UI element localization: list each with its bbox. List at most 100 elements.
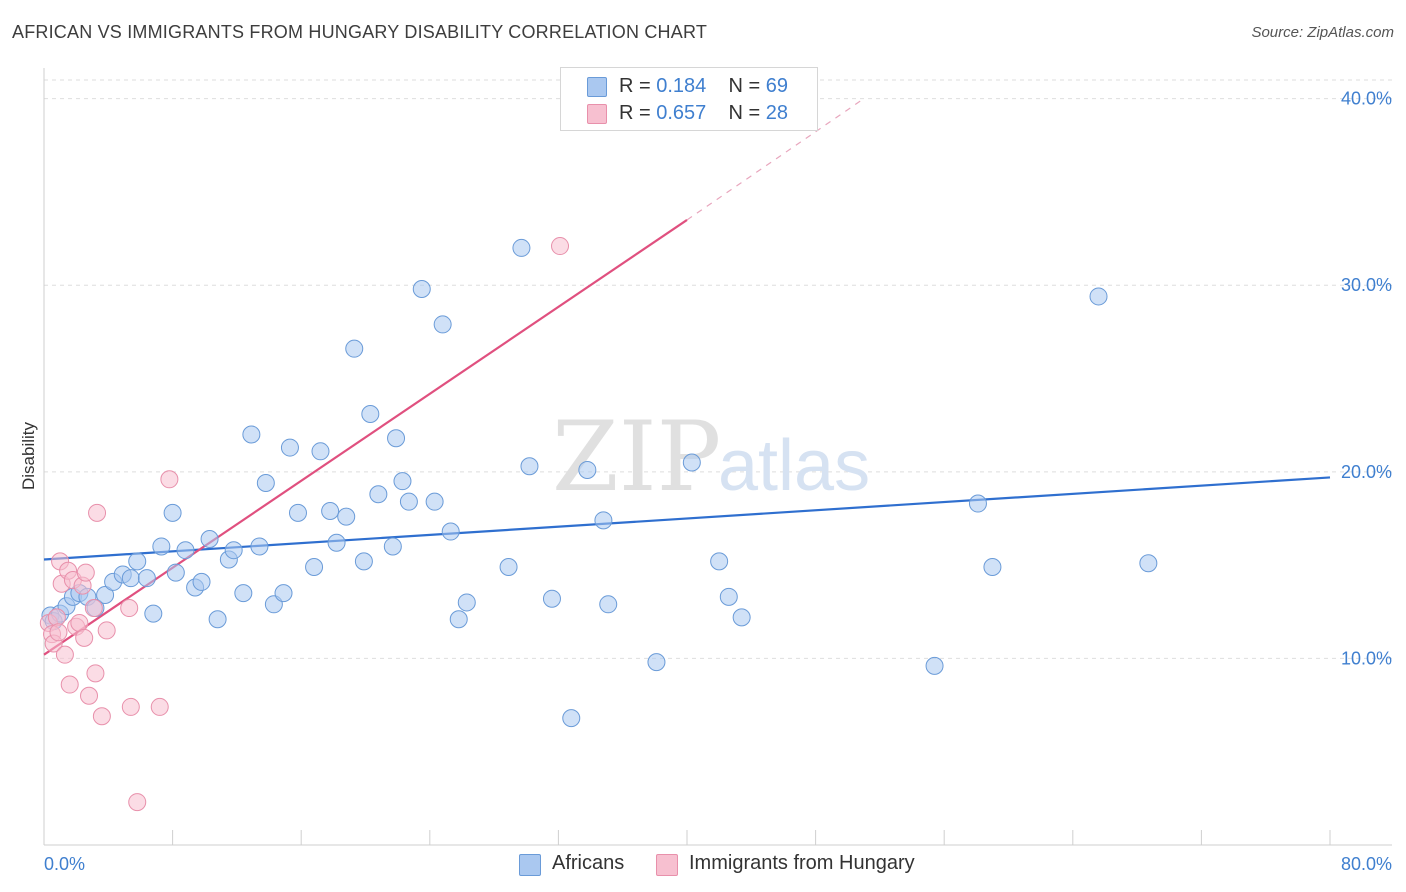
hungary-point <box>60 675 79 694</box>
africans-point <box>1089 287 1108 306</box>
africans-point <box>224 541 243 560</box>
legend-n-label: N = <box>728 75 761 97</box>
legend-r-value: 0.184 <box>656 75 707 97</box>
africans-point <box>166 563 185 582</box>
legend-swatch-africans <box>587 77 607 97</box>
correlation-legend: R = 0.184 N = 69 R = 0.657 N = 28 <box>560 67 818 131</box>
africans-point <box>647 653 666 672</box>
africans-point <box>512 238 531 257</box>
africans-point <box>280 438 299 457</box>
bottom-legend-swatch-hungary <box>656 854 678 876</box>
africans-point <box>520 457 539 476</box>
africans-point <box>710 552 729 571</box>
y-tick-label: 20.0% <box>1341 462 1392 482</box>
africans-point <box>578 460 597 479</box>
hungary-point <box>97 621 116 640</box>
hungary-point <box>128 793 147 812</box>
africans-point <box>387 429 406 448</box>
africans-point <box>288 503 307 522</box>
hungary-point <box>49 623 68 642</box>
hungary-point <box>120 599 139 618</box>
africans-point <box>305 557 324 576</box>
africans-point <box>208 610 227 629</box>
x-tick-label: 80.0% <box>1341 854 1392 874</box>
africans-point <box>682 453 701 472</box>
africans-point <box>121 569 140 588</box>
legend-r-label: R = <box>619 102 651 124</box>
legend-swatch-hungary <box>587 104 607 124</box>
chart-title: AFRICAN VS IMMIGRANTS FROM HUNGARY DISAB… <box>12 22 708 42</box>
bottom-legend-swatch-africans <box>519 854 541 876</box>
africans-point <box>425 492 444 511</box>
tick-labels: 10.0% 20.0% 30.0% 40.0% 0.0% 80.0% <box>44 89 1392 874</box>
africans-point <box>457 593 476 612</box>
x-tick-label: 0.0% <box>44 854 85 874</box>
hungary-point <box>70 613 89 632</box>
hungary-point <box>86 664 105 683</box>
africans-point <box>327 533 346 552</box>
hungary-point <box>55 645 74 664</box>
bottom-legend-label-africans: Africans <box>552 852 625 874</box>
africans-point <box>250 537 269 556</box>
africans-point <box>163 503 182 522</box>
africans-point <box>1139 554 1158 573</box>
africans-point <box>499 557 518 576</box>
africans-point <box>433 315 452 334</box>
hungary-point <box>92 707 111 726</box>
africans-point <box>137 569 156 588</box>
legend-n-value: 28 <box>765 102 789 124</box>
africans-point <box>176 541 195 560</box>
africans-point <box>599 595 618 614</box>
africans-point <box>128 552 147 571</box>
hungary-point <box>121 697 140 716</box>
africans-point <box>337 507 356 526</box>
grid-lines <box>44 79 1392 659</box>
africans-point <box>242 425 261 444</box>
hungary-point <box>47 608 66 627</box>
y-tick-label: 40.0% <box>1341 89 1392 109</box>
y-tick-label: 30.0% <box>1341 275 1392 295</box>
africans-point <box>983 557 1002 576</box>
africans-point <box>192 572 211 591</box>
africans-point <box>96 585 115 604</box>
source-label: Source: ZipAtlas.com <box>1251 24 1394 41</box>
africans-point <box>719 587 738 606</box>
data-points <box>39 237 1158 812</box>
africans-point <box>361 404 380 423</box>
africans-point <box>968 494 987 513</box>
hungary-point <box>150 697 169 716</box>
africans-point <box>393 472 412 491</box>
hungary-point <box>88 503 107 522</box>
trend-lines <box>43 98 1331 656</box>
africans-point <box>562 709 581 728</box>
africans-point <box>542 589 561 608</box>
africans-point <box>732 608 751 627</box>
hungary-point <box>76 563 95 582</box>
africans-point <box>256 474 275 493</box>
legend-r-label: R = <box>619 75 651 97</box>
hungary-point <box>160 470 179 489</box>
bottom-legend-label-hungary: Immigrants from Hungary <box>689 852 915 874</box>
africans-point <box>441 522 460 541</box>
africans-point <box>594 511 613 530</box>
legend-n-value: 69 <box>765 75 789 97</box>
legend-r-value: 0.657 <box>656 102 707 124</box>
y-tick-label: 10.0% <box>1341 648 1392 668</box>
legend-n-label: N = <box>728 102 761 124</box>
hungary-point <box>80 686 99 705</box>
hungary-point <box>75 628 94 647</box>
africans-point <box>412 279 431 298</box>
africans-point <box>234 584 253 603</box>
watermark-atlas: atlas <box>718 426 870 506</box>
africans-point <box>200 530 219 548</box>
africans-point <box>399 492 418 511</box>
axes <box>43 68 1392 846</box>
hungary-point <box>551 237 570 256</box>
africans-point <box>383 537 402 556</box>
africans-point <box>274 584 293 603</box>
africans-point <box>345 339 364 358</box>
y-axis-title: Disability <box>19 421 38 490</box>
africans-point <box>369 485 388 504</box>
africans-point <box>925 656 944 675</box>
